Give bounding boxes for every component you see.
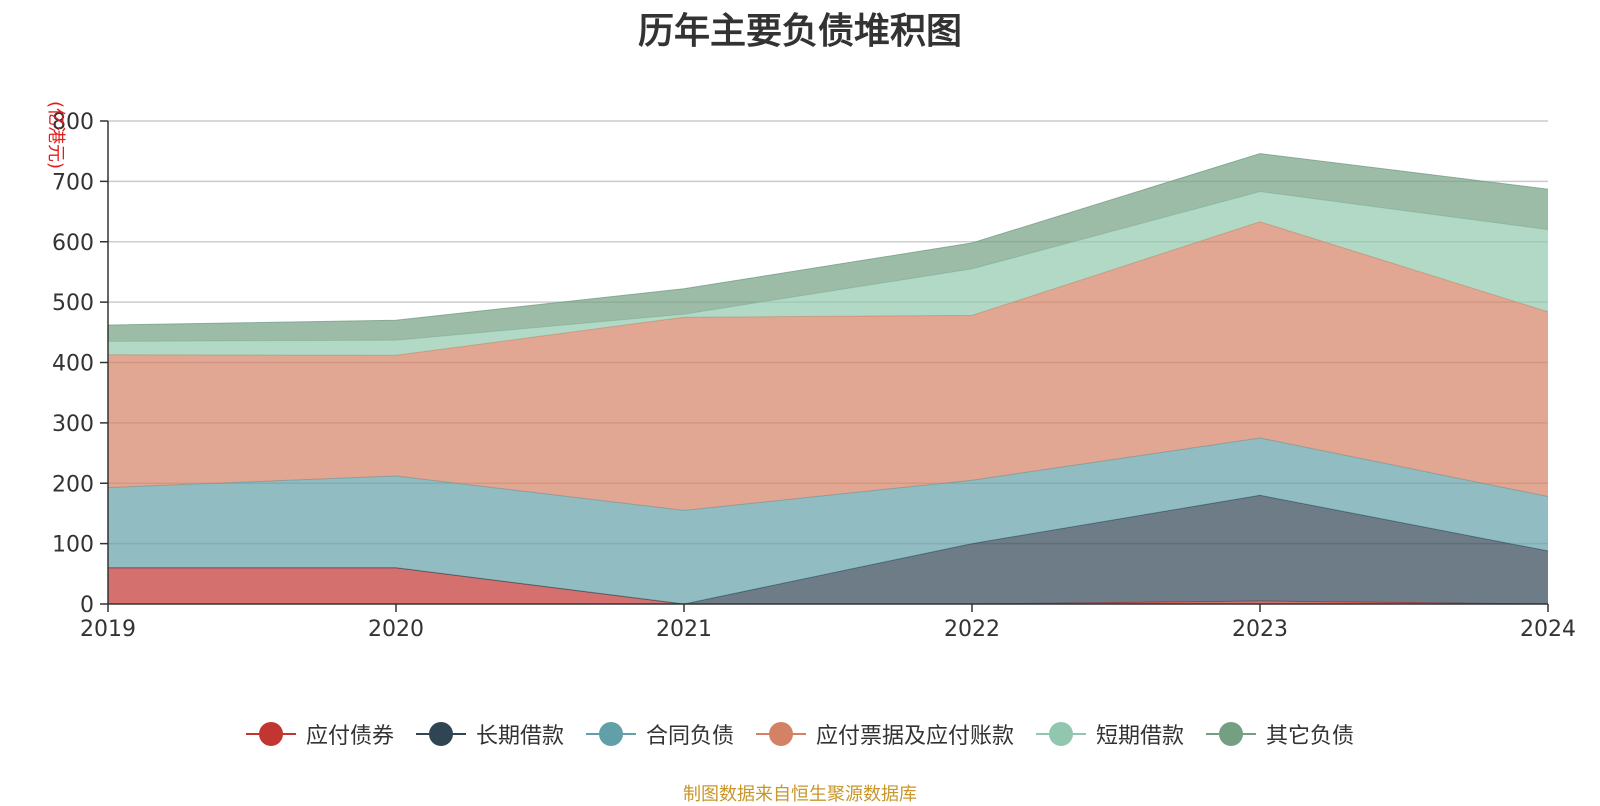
series-line-6 [107, 153, 1549, 326]
y-tick-label: 600 [52, 231, 94, 256]
y-tick-label: 500 [52, 291, 94, 316]
data-source-note: 制图数据来自恒生聚源数据库 [683, 784, 917, 805]
legend: 应付债券 长期借款 合同负债 应付票据及应付账款 短期借款 其它负债 [0, 718, 1600, 750]
legend-marker-icon [1036, 722, 1087, 746]
legend-label: 其它负债 [1266, 724, 1355, 749]
axes: 0 100 200 300 400 500 600 700 800 2019 2020 2021 202… [52, 110, 1576, 642]
x-tick-label: 2024 [1520, 617, 1576, 642]
legend-item[interactable]: 合同负债 [585, 718, 734, 750]
legend-marker-icon [756, 722, 806, 746]
legend-item[interactable]: 应付债券 [245, 718, 394, 750]
area-series-1 [108, 567, 1548, 604]
area-series-5 [108, 191, 1548, 356]
legend-label: 长期借款 [475, 724, 564, 749]
x-tick-label: 2022 [944, 617, 1000, 642]
x-tick-label: 2019 [80, 617, 136, 642]
x-tick-label: 2023 [1232, 617, 1288, 642]
legend-marker-icon [415, 722, 466, 746]
y-axis-unit-label: (亿港元) [45, 101, 66, 169]
legend-item[interactable]: 其它负债 [1206, 718, 1354, 750]
y-tick-label: 200 [52, 472, 94, 497]
legend-marker-icon [1206, 722, 1257, 746]
y-tick-label: 300 [52, 412, 94, 437]
area-series-3 [108, 438, 1548, 604]
x-tick-label: 2021 [656, 617, 712, 642]
legend-item[interactable]: 长期借款 [415, 718, 564, 750]
y-tick-label: 100 [52, 533, 94, 558]
legend-item[interactable]: 短期借款 [1036, 718, 1184, 750]
legend-marker-icon [245, 722, 296, 746]
x-tick-label: 2020 [368, 617, 424, 642]
y-tick-label: 700 [52, 170, 94, 195]
area-series-6 [108, 153, 1548, 342]
legend-marker-icon [585, 722, 636, 746]
y-tick-label: 0 [80, 593, 94, 618]
legend-label: 合同负债 [645, 724, 734, 749]
legend-label: 应付票据及应付账款 [816, 724, 1015, 749]
area-series [107, 153, 1549, 605]
legend-label: 短期借款 [1096, 724, 1185, 749]
y-tick-label: 400 [52, 352, 94, 377]
legend-item[interactable]: 应付票据及应付账款 [756, 718, 1014, 750]
y-tick-label: 800 [52, 110, 94, 135]
chart-title: 历年主要负债堆积图 [637, 11, 962, 52]
legend-label: 应付债券 [305, 724, 394, 749]
area-series-4 [108, 221, 1548, 511]
area-series-2 [108, 495, 1548, 604]
